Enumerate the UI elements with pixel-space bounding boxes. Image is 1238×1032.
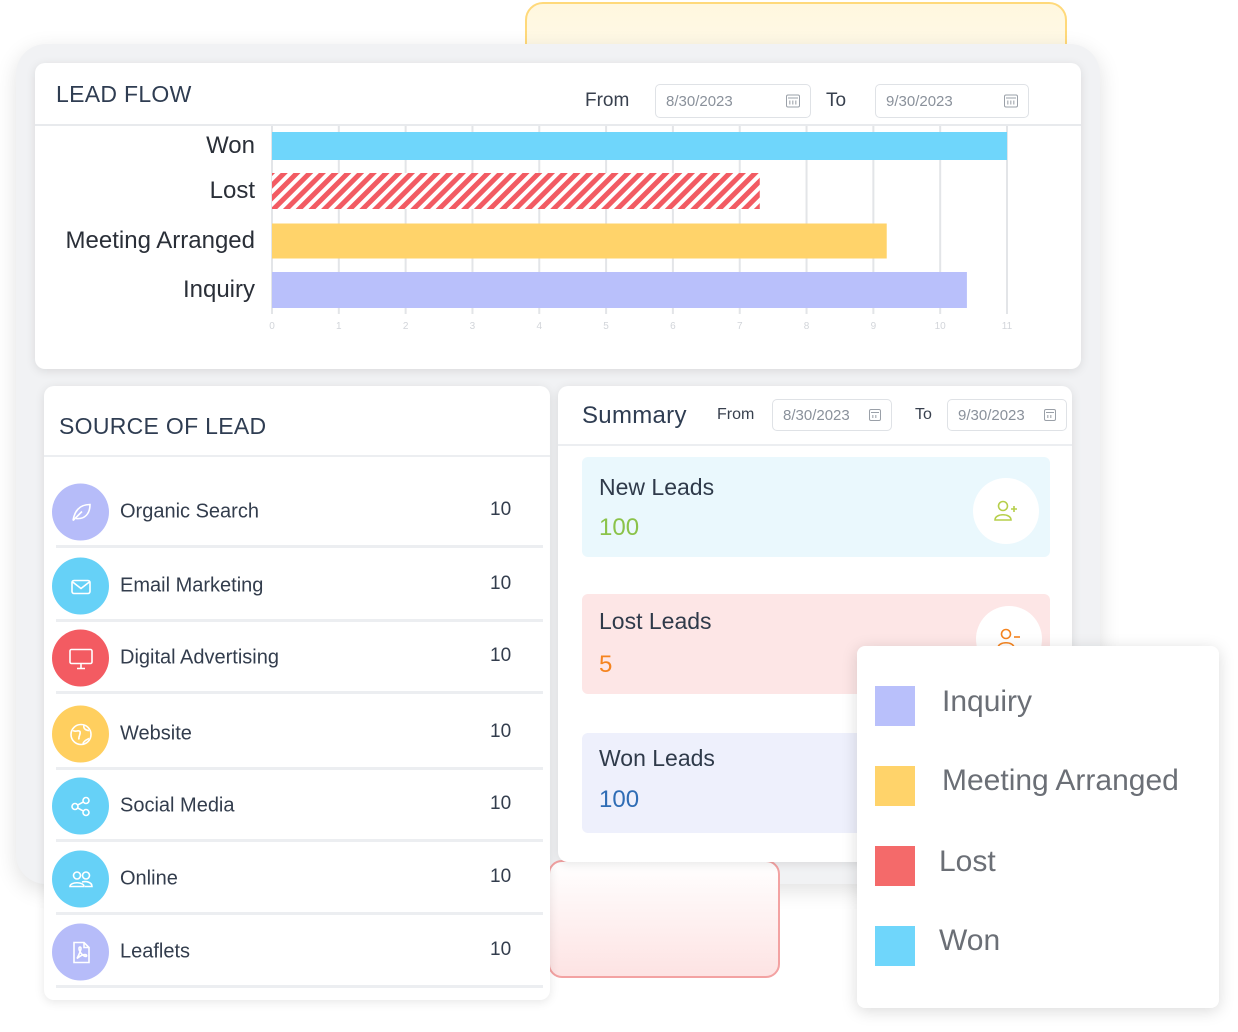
source-count: 10 bbox=[490, 720, 512, 742]
users-icon bbox=[52, 850, 109, 908]
source-count: 10 bbox=[490, 572, 512, 594]
source-label: Website bbox=[120, 722, 192, 745]
legend-swatch-meeting-arranged bbox=[875, 766, 915, 806]
summary-from-date-input[interactable]: 8/30/2023 bbox=[772, 399, 892, 431]
source-count: 10 bbox=[490, 865, 512, 887]
from-date-value: 8/30/2023 bbox=[666, 92, 733, 110]
source-count: 10 bbox=[490, 938, 512, 960]
x-tick-label: 10 bbox=[935, 321, 947, 332]
bar-won[interactable] bbox=[272, 132, 1007, 160]
from-date-value: 8/30/2023 bbox=[783, 406, 850, 424]
to-date-value: 9/30/2023 bbox=[886, 92, 953, 110]
pdf-icon bbox=[52, 923, 109, 981]
x-tick-label: 11 bbox=[1002, 321, 1013, 332]
row-divider bbox=[56, 985, 543, 988]
x-tick-label: 2 bbox=[403, 321, 409, 332]
source-label: Online bbox=[120, 867, 178, 890]
x-tick-label: 8 bbox=[804, 321, 810, 332]
from-label: From bbox=[717, 406, 755, 423]
source-of-lead-card: SOURCE OF LEAD Organic Search 10 Email M… bbox=[44, 386, 550, 1000]
new-leads-value: 100 bbox=[599, 514, 640, 541]
legend-label-lost: Lost bbox=[939, 845, 996, 878]
summary-title: Summary bbox=[582, 402, 687, 429]
source-row-online[interactable]: Online 10 bbox=[52, 843, 543, 915]
row-divider bbox=[56, 691, 543, 694]
x-tick-label: 7 bbox=[737, 321, 743, 332]
legend-label-meeting-arranged: Meeting Arranged bbox=[942, 764, 1179, 797]
to-date-value: 9/30/2023 bbox=[958, 406, 1025, 424]
legend-label-inquiry: Inquiry bbox=[942, 685, 1033, 718]
calendar-icon[interactable] bbox=[786, 94, 800, 108]
new-leads-label: New Leads bbox=[599, 474, 715, 500]
from-label: From bbox=[585, 90, 630, 111]
source-row-organic-search[interactable]: Organic Search 10 bbox=[52, 476, 543, 548]
won-leads-value: 100 bbox=[599, 786, 640, 813]
category-label: Won bbox=[206, 132, 255, 159]
source-count: 10 bbox=[490, 644, 512, 666]
legend-label-won: Won bbox=[939, 924, 1001, 957]
legend-swatch-lost bbox=[875, 846, 915, 886]
bar-lost[interactable] bbox=[272, 173, 760, 209]
x-tick-label: 1 bbox=[336, 321, 342, 332]
monitor-icon bbox=[52, 629, 109, 687]
source-label: Email Marketing bbox=[120, 574, 264, 597]
background-card-pink bbox=[548, 860, 780, 978]
source-label: Leaflets bbox=[120, 940, 191, 963]
source-label: Organic Search bbox=[120, 500, 259, 523]
source-row-digital-advertising[interactable]: Digital Advertising 10 bbox=[52, 622, 543, 694]
x-tick-label: 9 bbox=[871, 321, 877, 332]
lost-leads-value: 5 bbox=[599, 651, 613, 678]
source-label: Digital Advertising bbox=[120, 646, 279, 669]
lead-flow-title: LEAD FLOW bbox=[56, 81, 192, 107]
mail-icon bbox=[52, 557, 109, 615]
from-date-input[interactable]: 8/30/2023 bbox=[655, 84, 811, 118]
share-icon bbox=[52, 777, 109, 835]
source-row-leaflets[interactable]: Leaflets 10 bbox=[52, 916, 543, 988]
to-label: To bbox=[826, 90, 847, 111]
row-divider bbox=[56, 767, 543, 770]
source-title: SOURCE OF LEAD bbox=[59, 413, 267, 439]
lost-leads-label: Lost Leads bbox=[599, 608, 712, 634]
source-row-social-media[interactable]: Social Media 10 bbox=[52, 770, 543, 842]
source-row-email-marketing[interactable]: Email Marketing 10 bbox=[52, 550, 543, 622]
bar-meeting-arranged[interactable] bbox=[272, 223, 887, 259]
summary-to-date-input[interactable]: 9/30/2023 bbox=[947, 399, 1067, 431]
to-label: To bbox=[915, 406, 932, 423]
divider bbox=[44, 455, 550, 457]
source-label: Social Media bbox=[120, 794, 235, 817]
x-tick-label: 5 bbox=[603, 321, 609, 332]
source-count: 10 bbox=[490, 792, 512, 814]
globe-icon bbox=[52, 705, 109, 763]
row-divider bbox=[56, 839, 543, 842]
x-tick-label: 4 bbox=[536, 321, 542, 332]
lead-flow-card: LEAD FLOW From 8/30/2023 To 9/30/2023 Wo… bbox=[35, 63, 1081, 369]
lead-flow-chart: Won Lost Meeting Arranged Inquiry 0 1 2 3 4 5 6 7 8… bbox=[66, 126, 1013, 332]
calendar-icon[interactable] bbox=[1044, 409, 1056, 421]
source-row-website[interactable]: Website 10 bbox=[52, 698, 543, 770]
divider bbox=[35, 124, 1081, 126]
row-divider bbox=[56, 912, 543, 915]
category-label: Lost bbox=[210, 177, 256, 204]
calendar-icon[interactable] bbox=[869, 409, 881, 421]
x-tick-label: 6 bbox=[670, 321, 676, 332]
calendar-icon[interactable] bbox=[1004, 94, 1018, 108]
x-tick-label: 0 bbox=[269, 321, 275, 332]
row-divider bbox=[56, 545, 543, 548]
category-label: Meeting Arranged bbox=[66, 227, 255, 254]
source-count: 10 bbox=[490, 498, 512, 520]
leaf-icon bbox=[52, 483, 109, 541]
to-date-input[interactable]: 9/30/2023 bbox=[875, 84, 1029, 118]
chart-legend: Inquiry Meeting Arranged Lost Won bbox=[857, 646, 1219, 1008]
x-tick-label: 3 bbox=[470, 321, 476, 332]
legend-swatch-inquiry bbox=[875, 686, 915, 726]
row-divider bbox=[56, 619, 543, 622]
add-user-icon bbox=[973, 478, 1039, 544]
won-leads-label: Won Leads bbox=[599, 745, 715, 771]
category-label: Inquiry bbox=[183, 276, 255, 303]
divider bbox=[558, 444, 1072, 446]
legend-swatch-won bbox=[875, 926, 915, 966]
new-leads-tile[interactable]: New Leads 100 bbox=[582, 457, 1050, 557]
bar-inquiry[interactable] bbox=[272, 272, 967, 308]
